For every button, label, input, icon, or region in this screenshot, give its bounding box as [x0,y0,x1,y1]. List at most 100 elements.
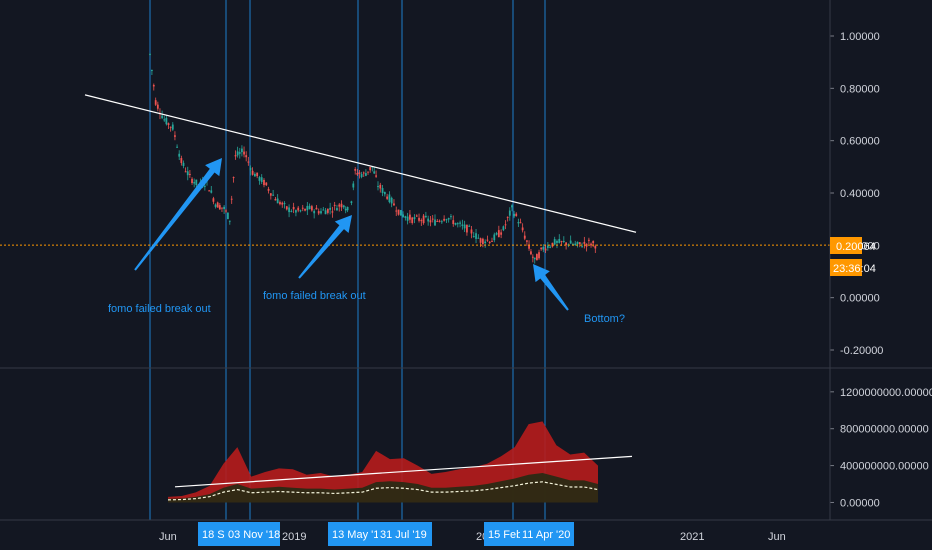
candle-body [399,210,402,216]
candle-body [438,220,441,222]
candle-body [292,206,295,210]
candle-body [413,217,416,220]
volume-trendline[interactable] [174,455,633,488]
time-label-2019: 2019 [282,531,306,543]
candle-body [326,208,329,213]
candle-body [459,222,461,224]
candle-body [409,214,411,220]
candle-body [470,229,473,234]
date-badge-1 [198,522,226,546]
candle-body [247,161,250,163]
candle-body [533,257,536,260]
candle-body [329,207,332,210]
candle-body [553,239,556,245]
candle-body [523,235,526,239]
candle-body [344,208,347,211]
candle-body [265,182,268,186]
candle-body [466,224,468,233]
candle-body [443,218,446,221]
candle-body [472,236,475,238]
candle-body [461,224,464,226]
candle-body [180,158,183,163]
annotation-text-2: fomo failed break out [263,290,366,302]
candle-body [299,210,302,212]
candle-body [594,245,597,249]
candle-body [583,241,586,244]
date-badge-4 [378,522,432,546]
candle-body [468,225,471,227]
candle-body [404,216,407,218]
candle-body [440,221,443,223]
volume-tick-label: 0.00000 [840,497,880,509]
candle-body [592,241,595,244]
candle-body [223,206,225,210]
candle-body [415,215,418,217]
candle-body [338,204,341,207]
candle-body [424,215,427,218]
candle-body [585,243,588,247]
candle-body [546,245,549,248]
candle-body [497,230,500,238]
candle-body [528,244,530,249]
price-trendline[interactable] [84,94,637,233]
candle-body [477,237,480,239]
candle-body [336,208,338,211]
candle-body [431,218,434,220]
candle-body [281,202,284,205]
candle-body [436,220,439,222]
date-badge-text-3: 13 May '1 [332,529,379,541]
date-badge-text-2: 03 Nov '18 [228,529,280,541]
candle-body [558,238,561,243]
candle-body [174,135,176,137]
annotation-text-1: fomo failed break out [108,303,211,315]
candle-body [560,241,563,243]
candle-body [445,219,448,221]
candle-body [221,207,223,209]
candle-body [526,240,528,242]
candle-body [411,217,414,223]
date-badge-2 [226,522,280,546]
candle-body [253,173,256,177]
candle-body [189,173,191,175]
candle-body [454,222,457,225]
candle-body [193,182,196,184]
candle-body [390,197,393,204]
candle-body [360,174,363,178]
candle-body [362,172,365,174]
candle-body [481,238,484,245]
candle-body [511,205,513,208]
date-badge-3 [328,522,378,546]
date-badge-text-5: 15 Feb [488,529,522,541]
candle-body [236,151,239,156]
candle-body [225,210,227,212]
candle-body [521,227,524,231]
candle-body [369,167,372,171]
candle-body [367,171,369,173]
volume-tick-label: 800000000.00000 [840,424,929,436]
price-tick-label: 0.80000 [840,83,880,95]
candle-body [315,207,318,210]
candle-body [151,69,153,71]
date-badge-5 [484,522,520,546]
candle-body [249,167,252,171]
candle-body [285,206,288,210]
candle-body [279,202,281,205]
candle-body [149,53,151,55]
price-tick-label: 0.60000 [840,136,880,148]
candle-body [306,205,309,211]
candle-body [152,85,155,87]
candle-body [308,205,311,210]
candle-body [243,151,245,155]
volume-tick-label: 400000000.00000 [840,461,929,473]
candle-body [393,203,395,206]
candle-body [542,247,545,250]
candle-body [495,232,498,235]
candle-body [232,177,235,179]
candle-body [165,117,168,125]
candle-body [364,173,367,176]
candle-body [519,222,522,224]
candle-body [227,212,229,219]
candle-body [258,177,261,181]
date-badge-6 [520,522,574,546]
